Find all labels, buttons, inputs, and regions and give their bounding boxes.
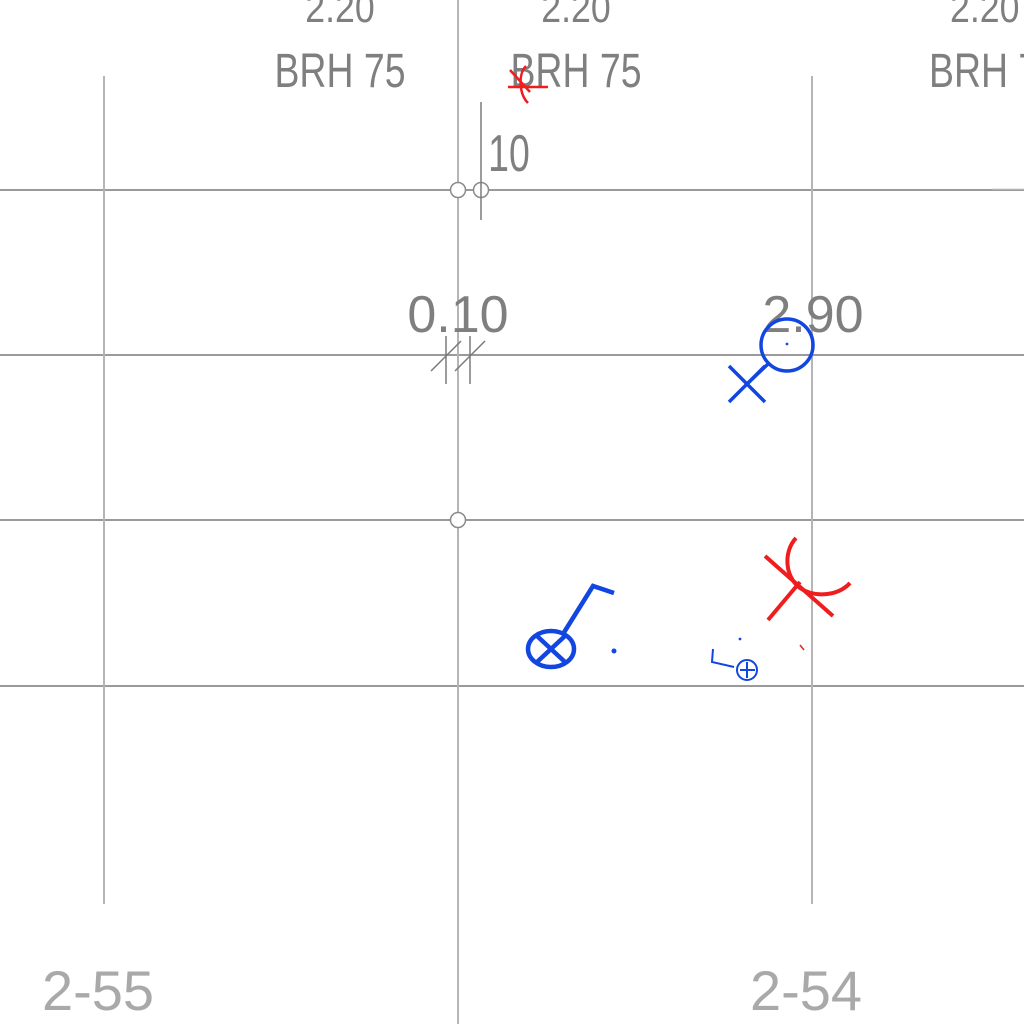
ceiling-light-fixture-icon	[727, 317, 815, 404]
window-label-type: BRH 75	[510, 45, 641, 99]
socket-icon	[710, 637, 758, 681]
grid-node-marker	[449, 511, 467, 529]
dimension-text-offset: 0.10	[407, 286, 508, 344]
network-outlet-icon	[763, 536, 852, 622]
dimension-slash	[454, 340, 486, 372]
window-labels: 2.20 BRH 75 2.20 BRH 75 2.20 BRH 7	[274, 0, 1024, 98]
window-label-height: 2.20	[541, 0, 610, 32]
room-label: 2-54	[750, 959, 862, 1022]
dimension-text-height: 2.90	[762, 286, 863, 344]
dimension-text-vertical: 10	[488, 124, 530, 183]
network-outlet-small-icon	[508, 65, 548, 104]
red-mark	[799, 644, 805, 651]
horizontal-grid-lines	[0, 189, 1024, 687]
room-label: 2-55	[42, 959, 154, 1022]
switch-icon	[525, 583, 617, 670]
window-label-type: BRH 75	[274, 45, 405, 99]
window-label-height: 2.20	[950, 0, 1019, 32]
dimension-slash	[430, 340, 462, 372]
grid-node-marker	[449, 181, 467, 199]
window-label-height: 2.20	[305, 0, 374, 32]
window-label-type: BRH 7	[929, 45, 1024, 99]
dimension-marks	[430, 102, 486, 384]
